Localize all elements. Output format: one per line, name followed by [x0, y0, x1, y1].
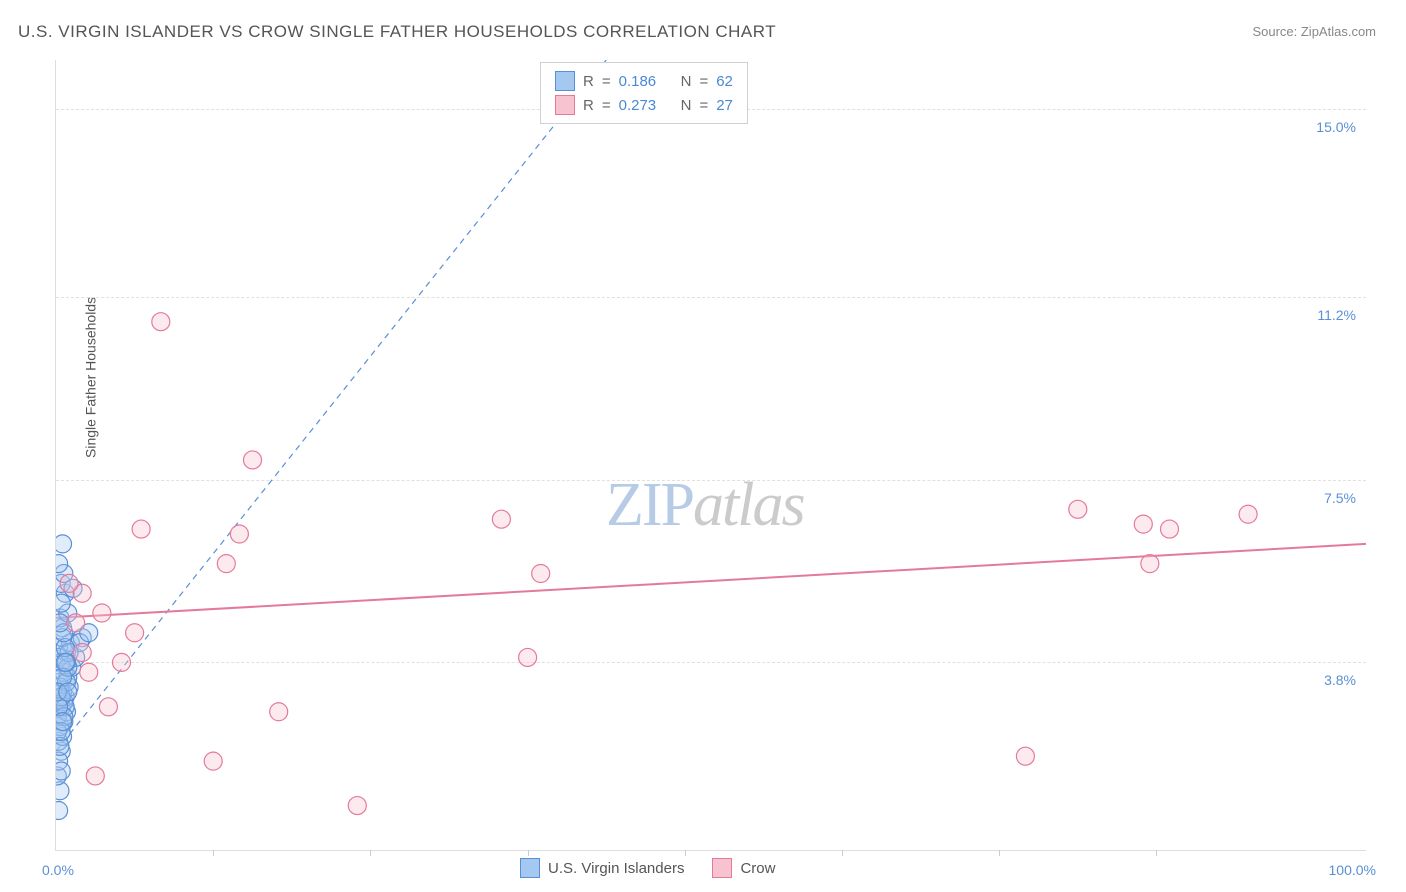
legend-n-value: 27 — [716, 97, 733, 114]
scatter-point — [56, 802, 68, 820]
legend-r-label: R — [583, 73, 594, 90]
scatter-point — [1069, 500, 1087, 518]
legend-series-item: Crow — [712, 858, 775, 878]
scatter-point — [60, 574, 78, 592]
legend-swatch — [555, 95, 575, 115]
scatter-point — [56, 713, 72, 731]
source-label: Source: ZipAtlas.com — [1252, 24, 1376, 39]
legend-stats: R=0.186N=62R=0.273N=27 — [540, 62, 748, 124]
scatter-point — [244, 451, 262, 469]
legend-n-label: N — [681, 97, 692, 114]
scatter-point — [126, 624, 144, 642]
legend-r-value: 0.186 — [619, 73, 673, 90]
legend-stats-row: R=0.273N=27 — [555, 93, 733, 117]
legend-swatch — [520, 858, 540, 878]
scatter-point — [113, 653, 131, 671]
legend-swatch — [712, 858, 732, 878]
legend-r-value: 0.273 — [619, 97, 673, 114]
scatter-point — [204, 752, 222, 770]
legend-swatch — [555, 71, 575, 91]
legend-series: U.S. Virgin Islanders Crow — [520, 858, 775, 878]
scatter-point — [230, 525, 248, 543]
legend-series-item: U.S. Virgin Islanders — [520, 858, 684, 878]
chart-title: U.S. VIRGIN ISLANDER VS CROW SINGLE FATH… — [18, 22, 776, 42]
scatter-point — [532, 565, 550, 583]
x-tick — [528, 850, 529, 856]
scatter-point — [59, 683, 77, 701]
scatter-point — [1239, 505, 1257, 523]
x-axis-max-label: 100.0% — [1329, 862, 1376, 878]
scatter-point — [80, 663, 98, 681]
x-tick — [685, 850, 686, 856]
scatter-point — [492, 510, 510, 528]
legend-r-label: R — [583, 97, 594, 114]
scatter-point — [1141, 555, 1159, 573]
x-tick — [999, 850, 1000, 856]
x-tick — [213, 850, 214, 856]
scatter-point — [93, 604, 111, 622]
scatter-point — [1016, 747, 1034, 765]
scatter-point — [56, 535, 72, 553]
scatter-point — [56, 762, 70, 780]
legend-series-name: Crow — [740, 860, 775, 877]
trend-line — [56, 60, 606, 751]
x-tick — [842, 850, 843, 856]
legend-n-value: 62 — [716, 73, 733, 90]
scatter-point — [217, 555, 235, 573]
scatter-point — [519, 648, 537, 666]
scatter-point — [1161, 520, 1179, 538]
scatter-point — [348, 797, 366, 815]
scatter-point — [132, 520, 150, 538]
trend-line — [56, 544, 1366, 618]
x-tick — [1156, 850, 1157, 856]
scatter-point — [56, 594, 70, 612]
scatter-point — [152, 313, 170, 331]
legend-series-name: U.S. Virgin Islanders — [548, 860, 684, 877]
legend-n-label: N — [681, 73, 692, 90]
plot-area: 3.8%7.5%11.2%15.0% ZIPatlas — [55, 60, 1366, 851]
legend-stats-row: R=0.186N=62 — [555, 69, 733, 93]
scatter-point — [86, 767, 104, 785]
scatter-svg — [56, 60, 1366, 850]
scatter-point — [73, 644, 91, 662]
scatter-point — [67, 614, 85, 632]
scatter-point — [56, 653, 74, 671]
scatter-point — [270, 703, 288, 721]
scatter-point — [1134, 515, 1152, 533]
scatter-point — [99, 698, 117, 716]
chart-container: U.S. VIRGIN ISLANDER VS CROW SINGLE FATH… — [0, 0, 1406, 892]
x-axis-min-label: 0.0% — [42, 862, 74, 878]
x-tick — [370, 850, 371, 856]
